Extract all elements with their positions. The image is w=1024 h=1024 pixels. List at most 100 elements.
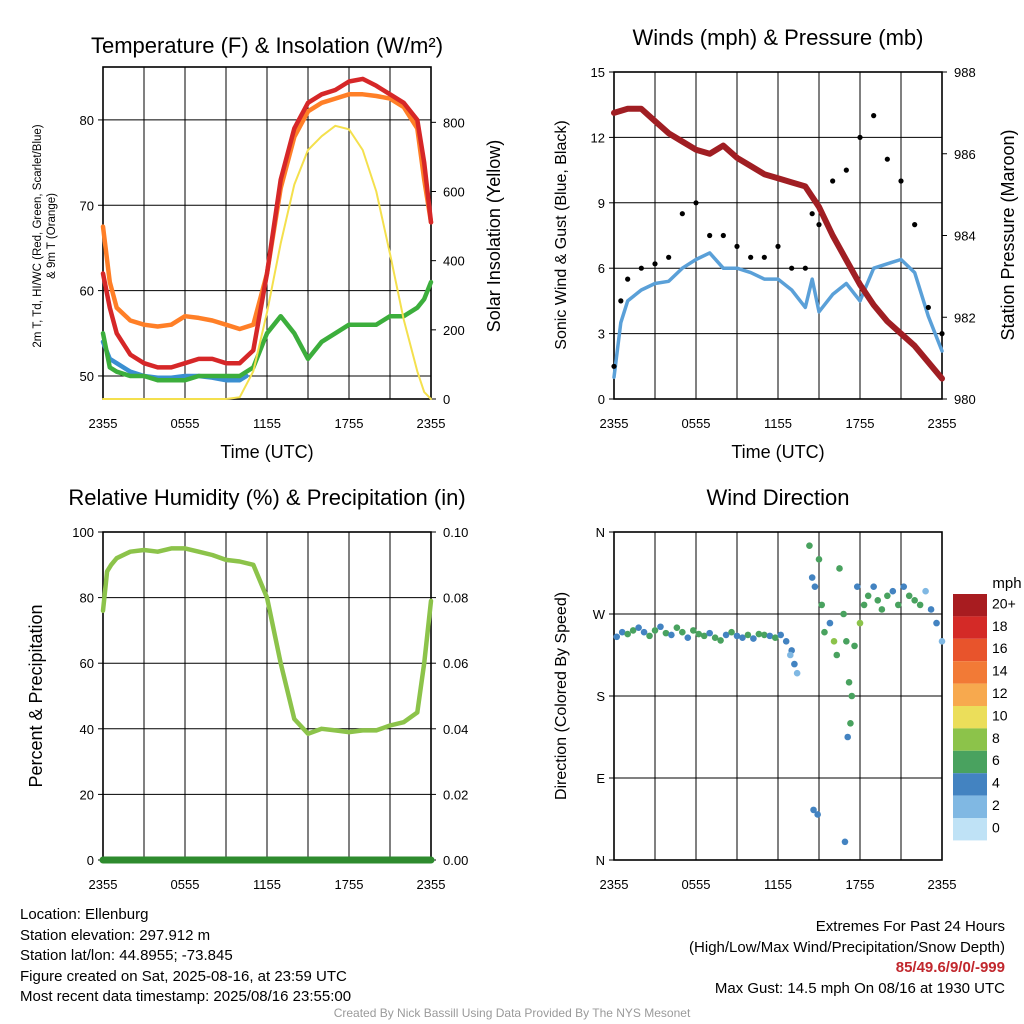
legend-swatch — [953, 683, 987, 706]
y-tick-label: 40 — [80, 722, 94, 737]
direction-point — [900, 583, 908, 590]
humidity-ylabel-left: Percent & Precipitation — [26, 604, 46, 787]
legend-label: 2 — [992, 797, 1000, 813]
legend-label: 14 — [992, 663, 1008, 679]
y2-tick-label: 980 — [954, 392, 976, 407]
gust-point — [939, 331, 945, 337]
temperature-ylabel-left-line1: 2m T, Td, HI/WC (Red, Green, Scarlet/Blu… — [32, 124, 44, 347]
direction-point — [706, 629, 713, 637]
y-tick-label: 20 — [80, 787, 94, 802]
direction-legend-title: mph — [992, 575, 1021, 592]
legend-label: 10 — [992, 707, 1008, 723]
direction-point — [841, 838, 849, 846]
direction-point — [629, 627, 637, 634]
direction-point — [771, 634, 779, 641]
direction-point — [695, 630, 703, 638]
x-tick-label: 2355 — [89, 877, 118, 892]
direction-point — [761, 631, 768, 639]
x-tick-label: 1755 — [335, 416, 364, 431]
direction-point — [843, 638, 850, 645]
x-tick-label: 0555 — [171, 416, 200, 431]
direction-point — [894, 601, 902, 609]
x-tick-label: 0555 — [682, 416, 711, 431]
legend-swatch — [953, 818, 987, 841]
winds-title: Winds (mph) & Pressure (mb) — [633, 25, 924, 50]
winds-panel: Winds (mph) & Pressure (mb) Sonic Wind &… — [553, 25, 1018, 462]
y-tick-label: 60 — [80, 656, 94, 671]
y2-tick-label: 0 — [443, 392, 450, 407]
gust-point — [816, 222, 822, 228]
direction-point — [847, 720, 854, 727]
direction-point — [673, 624, 681, 631]
direction-point — [933, 619, 940, 627]
y2-tick-label: 986 — [954, 147, 976, 162]
windchill-line — [100, 339, 249, 383]
gust-point — [775, 243, 781, 249]
y-tick-label: 80 — [80, 591, 94, 606]
y2-tick-label: 0.10 — [443, 525, 468, 540]
station-elevation: Station elevation: 297.912 m — [20, 926, 211, 944]
direction-point — [856, 619, 864, 627]
x-tick-label: 1755 — [846, 416, 875, 431]
temp-2m-line — [100, 76, 434, 370]
direction-point — [717, 637, 724, 644]
y2-tick-label: 982 — [954, 310, 976, 325]
y-tick-label: 80 — [80, 113, 94, 128]
y-tick-label: 70 — [80, 198, 94, 213]
y2-tick-label: 0.00 — [443, 853, 468, 868]
x-tick-label: 2355 — [89, 416, 118, 431]
direction-point — [624, 630, 631, 638]
station-info: Location: Ellenburg Station elevation: 2… — [20, 905, 351, 1008]
direction-point — [853, 583, 861, 590]
direction-point — [814, 811, 821, 818]
winds-ticks: 0 3 6 9 12 15 980 982 984 986 988 2355 0555 1155 1755 2… — [591, 65, 976, 431]
direction-point — [826, 619, 834, 627]
direction-point — [864, 592, 872, 600]
y-tick-label: 12 — [591, 130, 605, 145]
credit-line: Created By Nick Bassill Using Data Provi… — [333, 1006, 691, 1020]
extremes-title: Extremes For Past 24 Hours — [815, 918, 1005, 935]
legend-swatch — [953, 773, 987, 796]
direction-point — [782, 638, 790, 645]
temperature-title: Temperature (F) & Insolation (W/m²) — [91, 33, 443, 58]
direction-point — [848, 692, 856, 700]
direction-point — [851, 642, 858, 650]
direction-point — [689, 627, 697, 634]
y2-tick-label: 200 — [443, 323, 465, 338]
gust-point — [734, 243, 740, 249]
direction-point — [613, 633, 621, 641]
y2-tick-label: 984 — [954, 229, 976, 244]
winds-series — [611, 105, 945, 382]
direction-point — [878, 606, 886, 613]
gust-point — [925, 304, 931, 311]
dewpoint-line — [100, 279, 434, 383]
gust-point — [843, 167, 849, 173]
x-tick-label: 2355 — [928, 877, 957, 892]
direction-point — [860, 601, 868, 609]
direction-point — [618, 628, 626, 636]
gust-point — [809, 211, 815, 217]
legend-swatch — [953, 616, 987, 639]
y-tick-label: 100 — [72, 525, 94, 540]
temperature-ylabel-left-line2: & 9m T (Orange) — [46, 193, 58, 279]
direction-point — [657, 623, 664, 631]
x-tick-label: 2355 — [600, 416, 629, 431]
sonic-wind-line — [612, 251, 944, 379]
legend-label: 16 — [992, 640, 1008, 656]
y2-tick-label: 0.02 — [443, 787, 468, 802]
x-tick-label: 2355 — [417, 877, 446, 892]
legend-label: 8 — [992, 730, 1000, 746]
direction-point — [889, 587, 897, 595]
winds-ylabel-right: Station Pressure (Maroon) — [998, 129, 1018, 340]
legend-label: 0 — [992, 819, 1000, 835]
direction-point — [905, 592, 913, 600]
x-tick-label: 1755 — [335, 877, 364, 892]
y-tick-label: 15 — [591, 65, 605, 80]
gust-point — [666, 254, 672, 260]
direction-point — [668, 631, 675, 639]
y-tick-label: W — [593, 607, 606, 622]
legend-label: 18 — [992, 618, 1008, 634]
humidity-series — [99, 546, 435, 864]
